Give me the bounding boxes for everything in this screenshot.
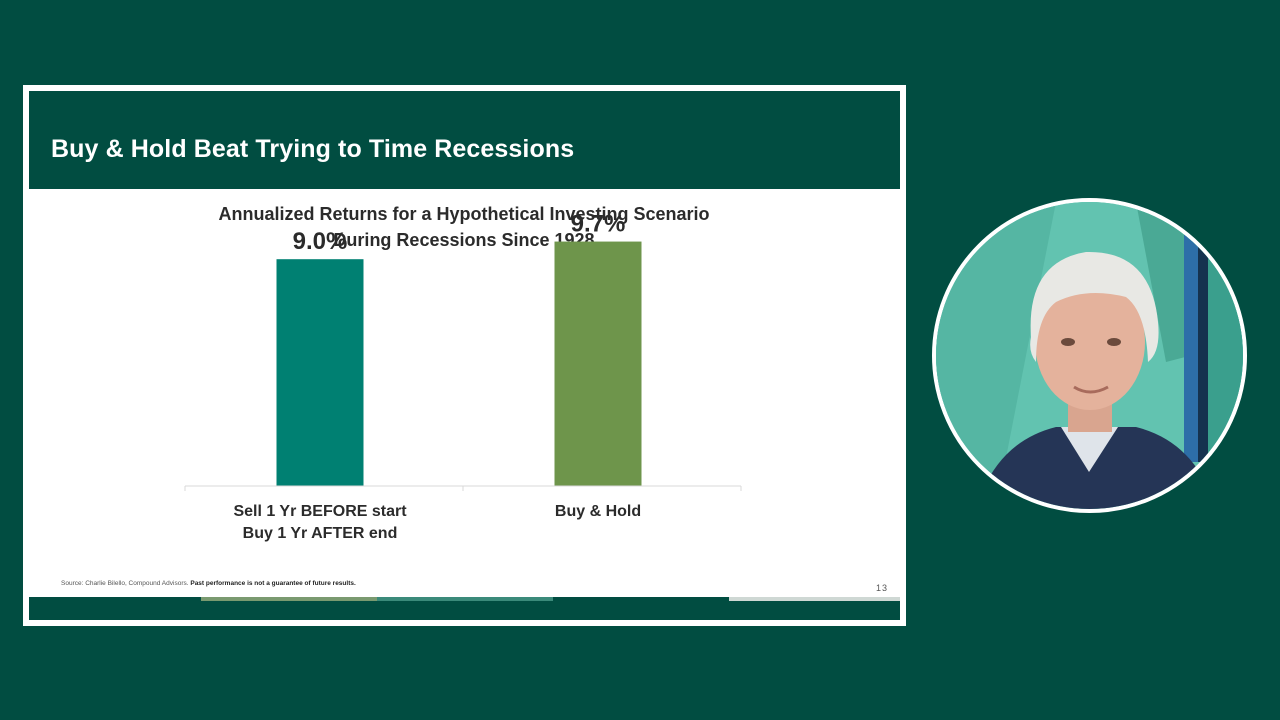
chart-title-line: During Recessions Since 1928: [333, 230, 594, 250]
value-label: 9.0%: [293, 228, 348, 255]
source-note: Source: Charlie Bilello, Compound Adviso…: [61, 580, 356, 587]
footer-segment: [377, 597, 553, 601]
chart-value-labels: 9.0% 9.7%: [293, 211, 626, 256]
category-label: Buy 1 Yr AFTER end: [243, 525, 398, 542]
slide-footer-bar: [29, 597, 900, 620]
disclaimer-text: Past performance is not a guarantee of f…: [190, 580, 356, 587]
footer-segment: [729, 597, 900, 601]
slide-title: Buy & Hold Beat Trying to Time Recession…: [51, 135, 575, 163]
chart-x-axis: [184, 485, 742, 491]
bar-chart: Annualized Returns for a Hypothetical In…: [184, 204, 742, 542]
footer-segment: [553, 597, 729, 601]
chart-title-line: Annualized Returns for a Hypothetical In…: [218, 204, 709, 224]
source-text: Source: Charlie Bilello, Compound Adviso…: [61, 580, 189, 587]
chart-bars: [276, 241, 642, 486]
value-label: 9.7%: [571, 211, 626, 238]
slide-page-number: 13: [876, 583, 889, 593]
presentation-slide: Buy & Hold Beat Trying to Time Recession…: [23, 85, 906, 626]
footer-segment: [201, 597, 377, 601]
speaker-video: [932, 198, 1247, 513]
slide-header: Buy & Hold Beat Trying to Time Recession…: [29, 91, 900, 189]
chart-category-labels: Sell 1 Yr BEFORE start Buy 1 Yr AFTER end…: [233, 503, 641, 542]
bar-1: [276, 259, 364, 486]
category-label: Sell 1 Yr BEFORE start: [233, 503, 407, 520]
slide-content: Buy & Hold Beat Trying to Time Recession…: [29, 91, 900, 620]
chart-title: Annualized Returns for a Hypothetical In…: [218, 204, 709, 250]
bar-2: [554, 241, 642, 486]
category-label: Buy & Hold: [555, 503, 641, 520]
footer-segment: [29, 597, 201, 601]
speaker-portrait: [936, 202, 1243, 509]
